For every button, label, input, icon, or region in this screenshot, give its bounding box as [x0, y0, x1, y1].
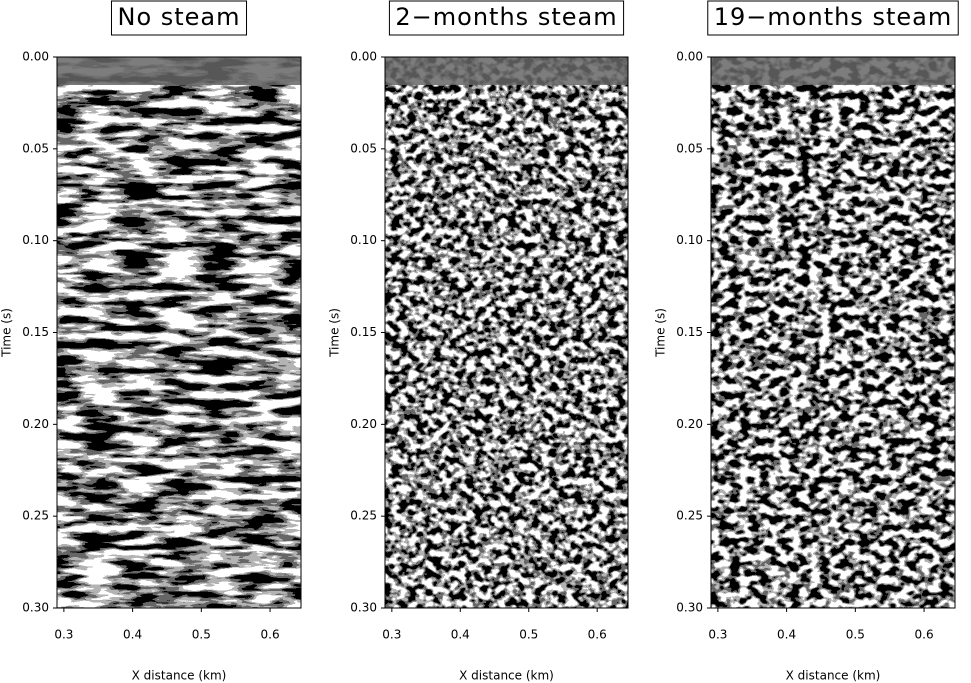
x-tick-label: 0.4 [777, 628, 796, 642]
x-axis-label: X distance (km) [459, 669, 554, 683]
y-tick-label: 0.10 [350, 233, 377, 247]
mute-zone [57, 57, 301, 85]
seismic-image [57, 57, 301, 608]
y-tick-label: 0.00 [22, 50, 49, 64]
x-tick-label: 0.4 [451, 628, 470, 642]
x-tick-label: 0.6 [915, 628, 934, 642]
y-tick-label: 0.05 [676, 141, 703, 155]
y-tick-label: 0.25 [22, 509, 49, 523]
x-tick-label: 0.3 [382, 628, 401, 642]
y-tick-label: 0.25 [350, 509, 377, 523]
seismic-image [711, 57, 955, 608]
y-tick-label: 0.00 [350, 50, 377, 64]
y-tick-label: 0.10 [22, 233, 49, 247]
y-tick-label: 0.05 [22, 141, 49, 155]
y-tick-label: 0.25 [676, 509, 703, 523]
title-box [110, 0, 248, 36]
y-tick-label: 0.15 [676, 325, 703, 339]
y-tick-label: 0.00 [676, 50, 703, 64]
y-axis-label: Time (s) [328, 308, 342, 358]
mute-zone [711, 57, 955, 85]
y-tick-label: 0.15 [22, 325, 49, 339]
x-tick-label: 0.5 [192, 628, 211, 642]
y-tick-label: 0.05 [350, 141, 377, 155]
x-axis-label: X distance (km) [786, 669, 881, 683]
panel: 2−months steam 0.00 0.05 0.10 0.15 0.20 0.25 0.… [328, 0, 629, 683]
panel-title: 2−months steam [395, 3, 617, 31]
y-tick-label: 0.20 [22, 417, 49, 431]
x-tick-label: 0.3 [708, 628, 727, 642]
y-tick-label: 0.20 [676, 417, 703, 431]
title-box [707, 0, 959, 36]
y-tick-label: 0.30 [350, 601, 377, 615]
title-box [388, 0, 625, 36]
x-tick-label: 0.5 [519, 628, 538, 642]
y-axis-label: Time (s) [0, 308, 14, 358]
x-tick-label: 0.6 [261, 628, 280, 642]
y-tick-label: 0.15 [350, 325, 377, 339]
x-tick-label: 0.6 [588, 628, 607, 642]
panel: 19−months steam 0.00 0.05 0.10 0.15 0.20 0.25 0… [654, 0, 959, 683]
y-tick-label: 0.30 [22, 601, 49, 615]
x-tick-label: 0.3 [54, 628, 73, 642]
x-axis-label: X distance (km) [132, 669, 227, 683]
y-tick-label: 0.30 [676, 601, 703, 615]
panel: No steam 0.00 0.05 0.10 0.15 0.20 0.25 0.30 0.3 0… [0, 0, 302, 683]
panel-title: No steam [117, 3, 240, 31]
mute-zone [385, 57, 628, 85]
panel-title: 19−months steam [714, 3, 952, 31]
x-tick-label: 0.5 [846, 628, 865, 642]
y-tick-label: 0.20 [350, 417, 377, 431]
seismic-image [385, 57, 628, 608]
y-axis-label: Time (s) [654, 308, 668, 358]
x-tick-label: 0.4 [123, 628, 142, 642]
y-tick-label: 0.10 [676, 233, 703, 247]
